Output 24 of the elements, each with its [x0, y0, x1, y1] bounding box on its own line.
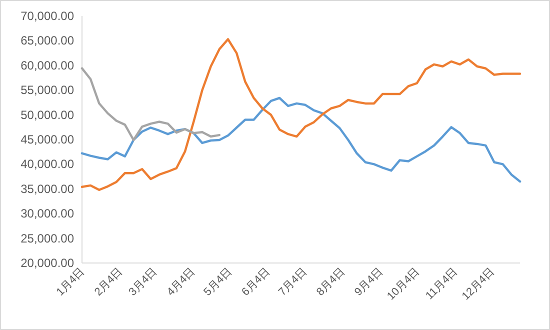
y-tick-label: 60,000.00: [20, 58, 74, 72]
y-tick-label: 50,000.00: [20, 108, 74, 122]
y-tick-label: 40,000.00: [20, 157, 74, 172]
y-tick-label: 30,000.00: [20, 206, 74, 221]
x-tick-label: 7月4日: [276, 266, 310, 298]
x-tick-label: 12月4日: [460, 266, 497, 303]
x-tick-label: 2月4日: [92, 266, 126, 298]
y-tick-label: 55,000.00: [20, 83, 74, 98]
x-tick-label: 4月4日: [164, 266, 198, 298]
line-series: [80, 96, 522, 183]
x-tick-label: 6月4日: [240, 266, 272, 298]
y-tick-label: 35,000.00: [20, 182, 74, 196]
y-tick-label: 70,000.00: [20, 9, 74, 23]
x-tick-label: 11月4日: [424, 266, 460, 302]
x-tick-label: 5月4日: [202, 266, 234, 298]
y-tick-label: 65,000.00: [20, 34, 74, 48]
x-tick-label: 3月4日: [126, 266, 160, 298]
line-series: [80, 67, 221, 142]
x-tick-label: 9月4日: [352, 266, 386, 298]
x-tick-label: 10月4日: [385, 266, 422, 303]
y-tick-label: 45,000.00: [20, 132, 74, 146]
line-series: [80, 38, 522, 192]
x-tick-label: 8月4日: [314, 266, 348, 298]
y-tick-label: 25,000.00: [20, 231, 74, 246]
